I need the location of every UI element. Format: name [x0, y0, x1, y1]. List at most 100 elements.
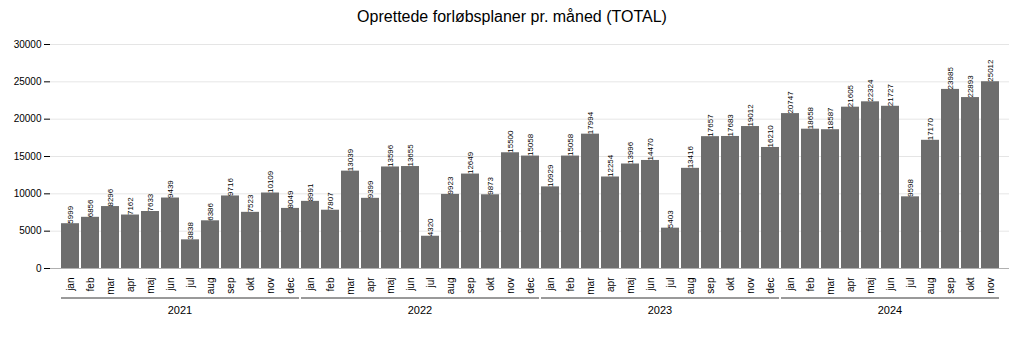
svg-text:jan: jan [785, 278, 796, 292]
svg-text:2021: 2021 [168, 304, 192, 316]
svg-text:maj: maj [625, 278, 636, 294]
svg-text:apr: apr [845, 277, 856, 292]
svg-text:16210: 16210 [766, 125, 775, 148]
svg-text:maj: maj [145, 278, 156, 294]
svg-text:sep: sep [225, 277, 236, 294]
svg-text:13655: 13655 [406, 144, 415, 167]
svg-text:mar: mar [825, 277, 836, 295]
svg-text:10929: 10929 [546, 164, 555, 187]
svg-text:nov: nov [265, 278, 276, 294]
svg-text:aug: aug [925, 278, 936, 295]
svg-text:sep: sep [945, 277, 956, 294]
svg-text:jul: jul [665, 278, 676, 289]
svg-text:jan: jan [65, 278, 76, 292]
svg-text:2023: 2023 [648, 304, 672, 316]
svg-text:17170: 17170 [926, 118, 935, 141]
svg-text:7162: 7162 [126, 197, 135, 215]
svg-text:12254: 12254 [606, 154, 615, 177]
svg-text:17683: 17683 [726, 114, 735, 137]
svg-text:21727: 21727 [886, 83, 895, 106]
svg-text:5999: 5999 [66, 205, 75, 223]
svg-text:2022: 2022 [408, 304, 432, 316]
svg-text:20000: 20000 [14, 113, 42, 124]
svg-text:14470: 14470 [646, 138, 655, 161]
svg-text:3838: 3838 [186, 221, 195, 239]
svg-text:21605: 21605 [846, 84, 855, 107]
svg-text:sep: sep [465, 277, 476, 294]
svg-text:sep: sep [705, 277, 716, 294]
svg-text:feb: feb [805, 277, 816, 291]
svg-text:nov: nov [985, 278, 996, 294]
svg-text:13416: 13416 [686, 146, 695, 169]
svg-text:22893: 22893 [966, 75, 975, 98]
svg-text:9399: 9399 [366, 180, 375, 198]
svg-text:jul: jul [905, 278, 916, 289]
svg-text:apr: apr [365, 277, 376, 292]
svg-text:dec: dec [285, 278, 296, 294]
svg-text:feb: feb [85, 277, 96, 291]
svg-text:10109: 10109 [266, 170, 275, 193]
svg-text:18587: 18587 [826, 107, 835, 130]
svg-text:15500: 15500 [506, 130, 515, 153]
svg-text:8049: 8049 [286, 190, 295, 208]
svg-text:jun: jun [885, 278, 896, 292]
svg-text:okt: okt [965, 277, 976, 291]
svg-text:9923: 9923 [446, 176, 455, 194]
svg-text:mar: mar [345, 277, 356, 295]
svg-text:8296: 8296 [106, 188, 115, 206]
svg-text:jun: jun [165, 278, 176, 292]
svg-text:okt: okt [245, 277, 256, 291]
svg-text:13996: 13996 [626, 141, 635, 164]
svg-text:17657: 17657 [706, 114, 715, 137]
svg-text:okt: okt [725, 277, 736, 291]
svg-text:jul: jul [185, 278, 196, 289]
svg-text:jun: jun [405, 278, 416, 292]
svg-text:7523: 7523 [246, 194, 255, 212]
svg-text:2024: 2024 [878, 304, 902, 316]
svg-text:5403: 5403 [666, 210, 675, 228]
svg-text:9873: 9873 [486, 176, 495, 194]
svg-text:feb: feb [325, 277, 336, 291]
svg-text:0: 0 [36, 263, 42, 274]
svg-text:7633: 7633 [146, 193, 155, 211]
svg-text:18658: 18658 [806, 106, 815, 129]
svg-text:17994: 17994 [586, 111, 595, 134]
svg-text:mar: mar [585, 277, 596, 295]
svg-text:15058: 15058 [566, 133, 575, 156]
svg-text:jun: jun [645, 278, 656, 292]
svg-text:8991: 8991 [306, 183, 315, 201]
svg-text:nov: nov [505, 278, 516, 294]
svg-text:5000: 5000 [19, 225, 42, 236]
svg-text:25012: 25012 [986, 59, 995, 82]
svg-text:22324: 22324 [866, 79, 875, 102]
svg-text:10000: 10000 [14, 188, 42, 199]
svg-text:25000: 25000 [14, 76, 42, 87]
svg-text:feb: feb [565, 277, 576, 291]
svg-text:15000: 15000 [14, 151, 42, 162]
svg-text:maj: maj [385, 278, 396, 294]
svg-text:9439: 9439 [166, 180, 175, 198]
svg-text:7807: 7807 [326, 192, 335, 210]
svg-text:9598: 9598 [906, 178, 915, 196]
svg-text:30000: 30000 [14, 39, 42, 50]
svg-text:nov: nov [745, 278, 756, 294]
svg-text:4320: 4320 [426, 218, 435, 236]
svg-text:mar: mar [105, 277, 116, 295]
svg-text:20747: 20747 [786, 91, 795, 114]
svg-text:jan: jan [545, 278, 556, 292]
svg-text:aug: aug [205, 278, 216, 295]
svg-text:dec: dec [525, 278, 536, 294]
svg-text:aug: aug [685, 278, 696, 295]
svg-text:13596: 13596 [386, 144, 395, 167]
svg-text:apr: apr [125, 277, 136, 292]
svg-text:apr: apr [605, 277, 616, 292]
svg-text:13039: 13039 [346, 148, 355, 171]
svg-text:jan: jan [305, 278, 316, 292]
svg-text:okt: okt [485, 277, 496, 291]
svg-text:maj: maj [865, 278, 876, 294]
svg-text:jul: jul [425, 278, 436, 289]
svg-text:6386: 6386 [206, 202, 215, 220]
svg-text:9716: 9716 [226, 178, 235, 196]
svg-text:15058: 15058 [526, 133, 535, 156]
svg-text:19012: 19012 [746, 104, 755, 127]
